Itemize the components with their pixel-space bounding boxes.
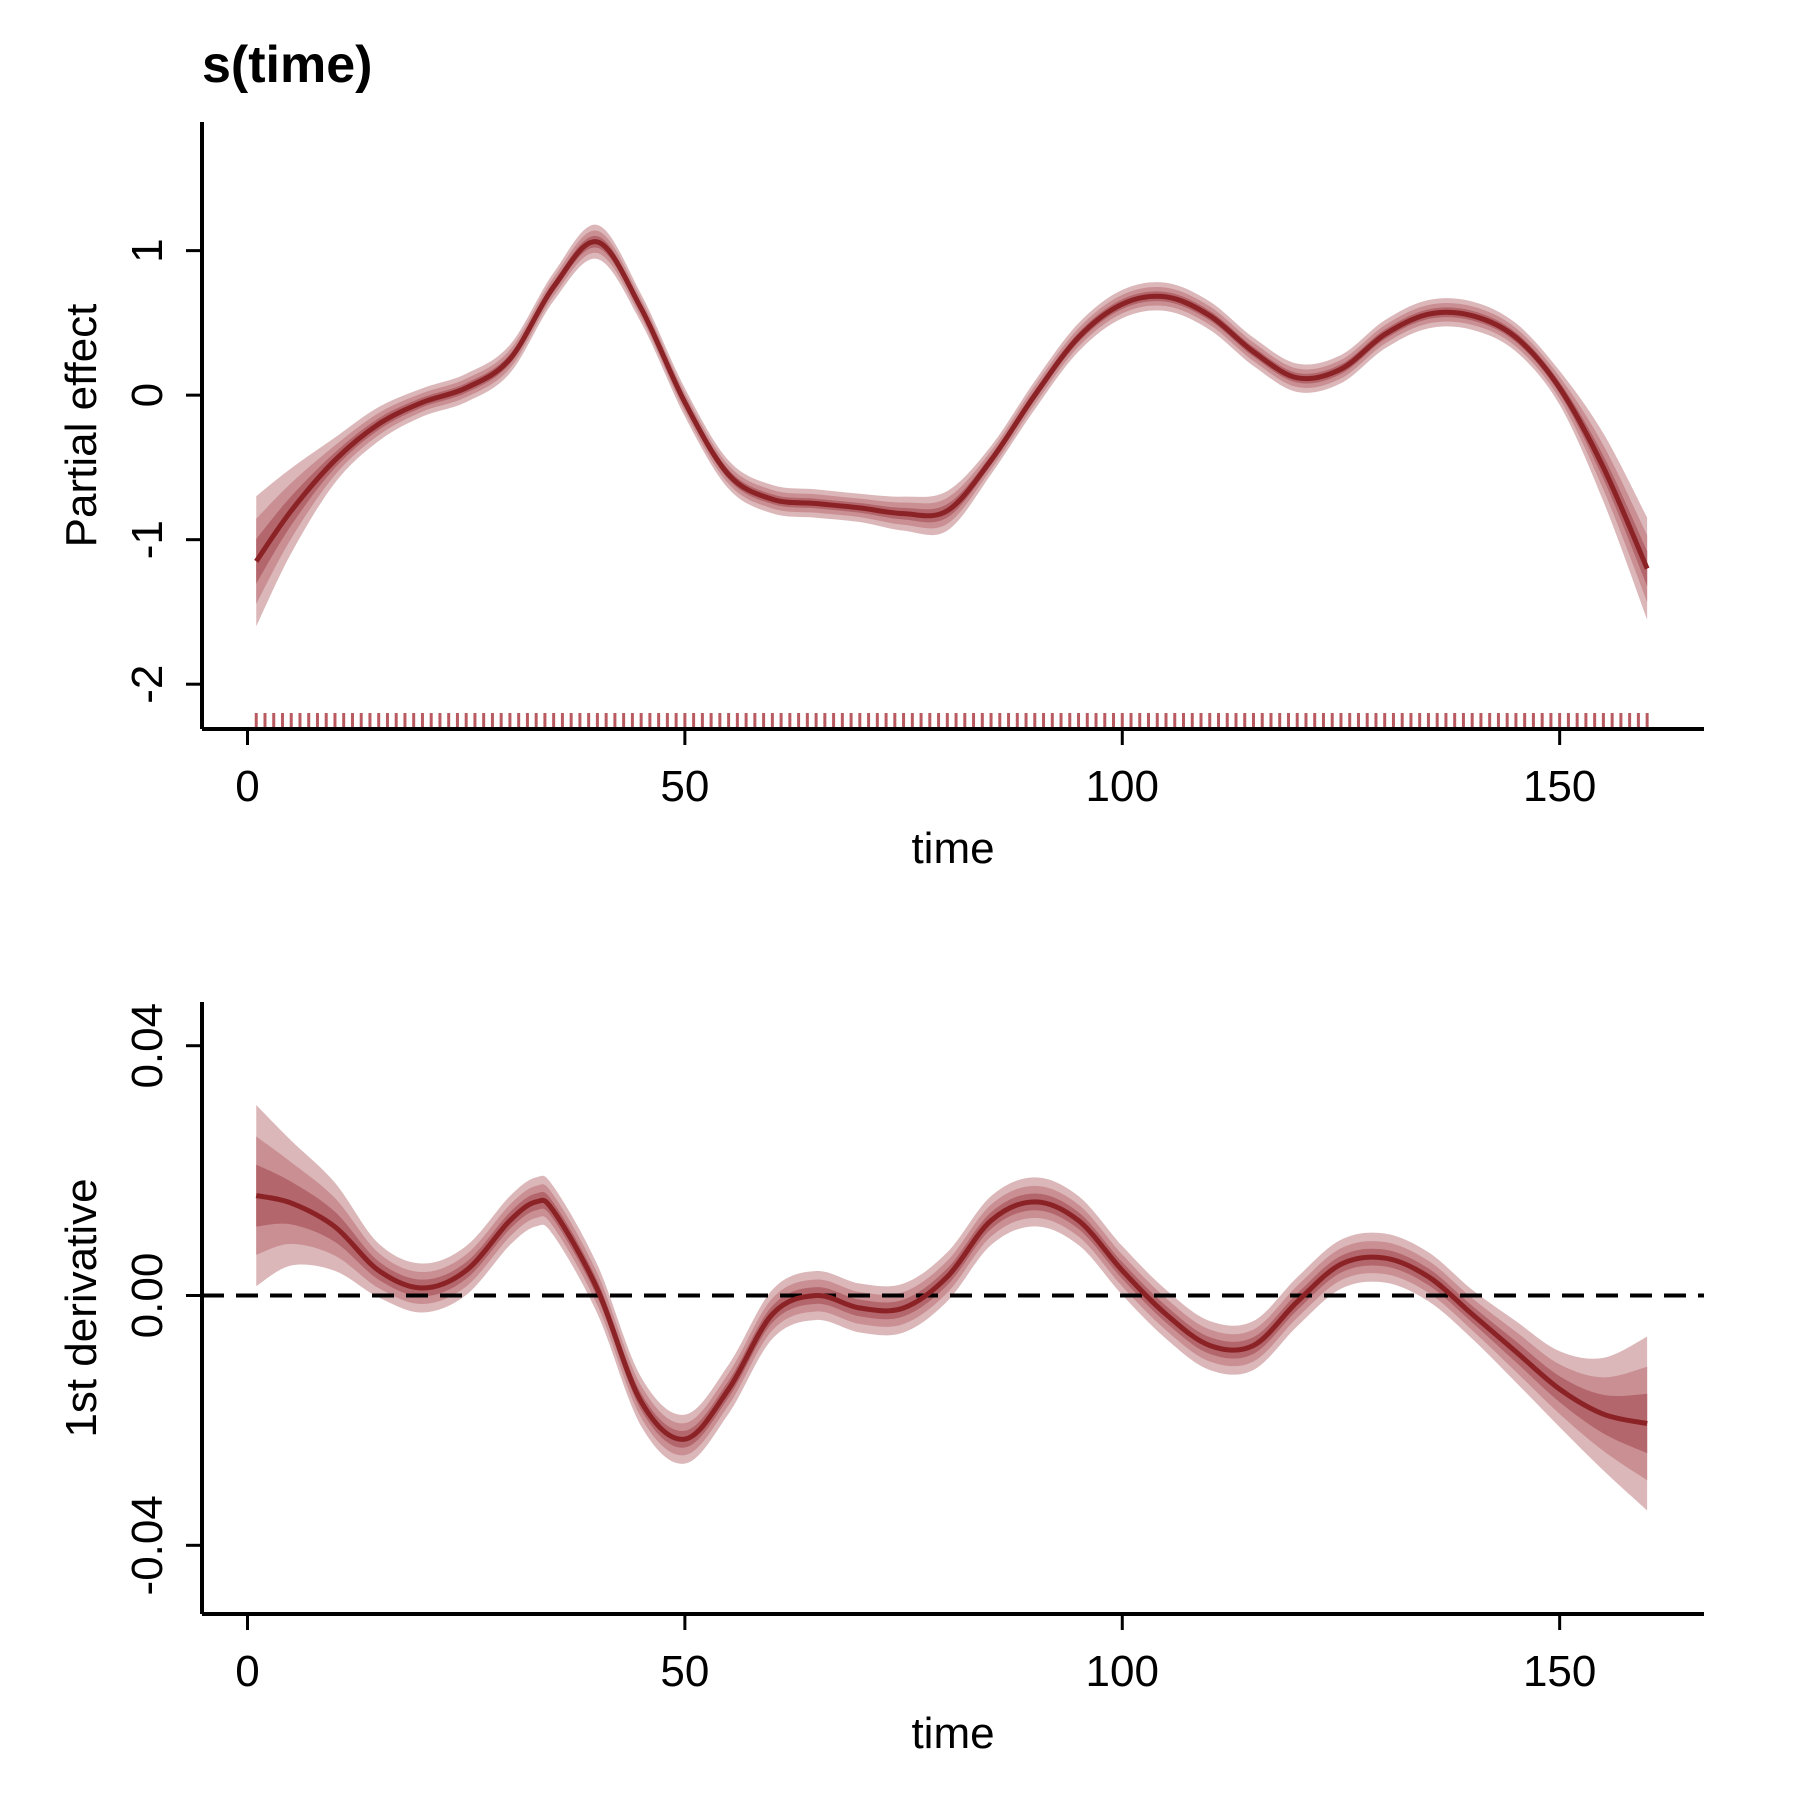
x-tick-label: 0 xyxy=(235,1647,259,1696)
y-axis-label: Partial effect xyxy=(57,304,106,548)
y-tick-label: 0.04 xyxy=(123,1003,172,1089)
y-tick-label: -0.04 xyxy=(123,1495,172,1595)
x-tick-label: 50 xyxy=(660,762,709,811)
x-axis-label: time xyxy=(911,1709,994,1758)
line xyxy=(255,1193,1648,1442)
x-tick-label: 50 xyxy=(660,1647,709,1696)
confidence-band xyxy=(256,235,1648,587)
chart-title: s(time) xyxy=(202,36,372,94)
y-tick-label: -2 xyxy=(123,665,172,704)
y-tick-label: 0 xyxy=(123,383,172,407)
y-tick-label: 0.00 xyxy=(123,1253,172,1339)
x-axis-label: time xyxy=(911,824,994,873)
confidence-band xyxy=(256,1164,1648,1454)
confidence-band xyxy=(256,1105,1648,1511)
line xyxy=(254,239,1650,570)
x-tick-label: 100 xyxy=(1086,1647,1159,1696)
confidence-band xyxy=(256,224,1648,627)
confidence-band xyxy=(256,230,1648,604)
x-tick-label: 0 xyxy=(235,762,259,811)
x-tick-label: 150 xyxy=(1523,762,1596,811)
y-tick-label: -1 xyxy=(123,520,172,559)
y-axis-label: 1st derivative xyxy=(57,1178,106,1437)
x-tick-label: 100 xyxy=(1086,762,1159,811)
y-tick-label: 1 xyxy=(123,238,172,262)
x-tick-label: 150 xyxy=(1523,1647,1596,1696)
